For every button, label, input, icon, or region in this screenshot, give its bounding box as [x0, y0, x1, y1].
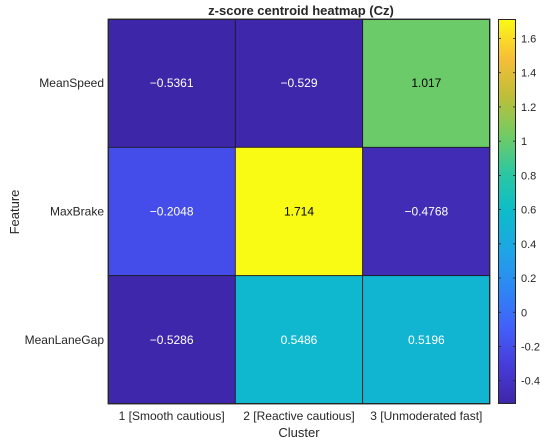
y-axis-label: Feature	[7, 190, 22, 235]
x-tick-label: 3 [Unmoderated fast]	[370, 409, 482, 423]
x-tick-label: 2 [Reactive cautious]	[243, 409, 354, 423]
colorbar-tick-label: -0.2	[521, 341, 540, 353]
colorbar-tick-label: 0.6	[521, 205, 536, 217]
cell-value-label: 0.5486	[281, 333, 318, 347]
cell-value-label: −0.5361	[150, 76, 194, 90]
colorbar-tick-label: 0.2	[521, 273, 536, 285]
cell-value-label: 0.5196	[408, 333, 445, 347]
x-tick-label: 1 [Smooth cautious]	[119, 409, 225, 423]
y-tick-label: MeanSpeed	[39, 76, 104, 90]
colorbar-tick-label: 0.4	[521, 239, 536, 251]
chart-title: z-score centroid heatmap (Cz)	[208, 3, 394, 18]
colorbar-tick-label: 0	[521, 307, 527, 319]
cell-value-label: −0.2048	[150, 205, 194, 219]
cell-value-label: −0.529	[280, 76, 317, 90]
x-axis-label: Cluster	[278, 425, 320, 440]
y-tick-labels: MeanSpeed MaxBrake MeanLaneGap	[25, 76, 105, 347]
colorbar-tick-label: -0.4	[521, 376, 540, 388]
colorbar-tick-label: 0.8	[521, 170, 536, 182]
cell-value-label: 1.017	[411, 76, 441, 90]
cell-value-label: 1.714	[284, 205, 314, 219]
colorbar	[499, 20, 516, 404]
cell-value-label: −0.4768	[404, 205, 448, 219]
y-tick-label: MaxBrake	[50, 205, 104, 219]
colorbar-tick-label: 1.4	[521, 68, 536, 80]
colorbar-tick-label: 1.2	[521, 102, 536, 114]
cell-value-label: −0.5286	[150, 333, 194, 347]
x-tick-labels: 1 [Smooth cautious] 2 [Reactive cautious]…	[119, 409, 483, 423]
colorbar-tick-label: 1.6	[521, 34, 536, 46]
y-tick-label: MeanLaneGap	[25, 333, 105, 347]
colorbar-tick-label: 1	[521, 136, 527, 148]
